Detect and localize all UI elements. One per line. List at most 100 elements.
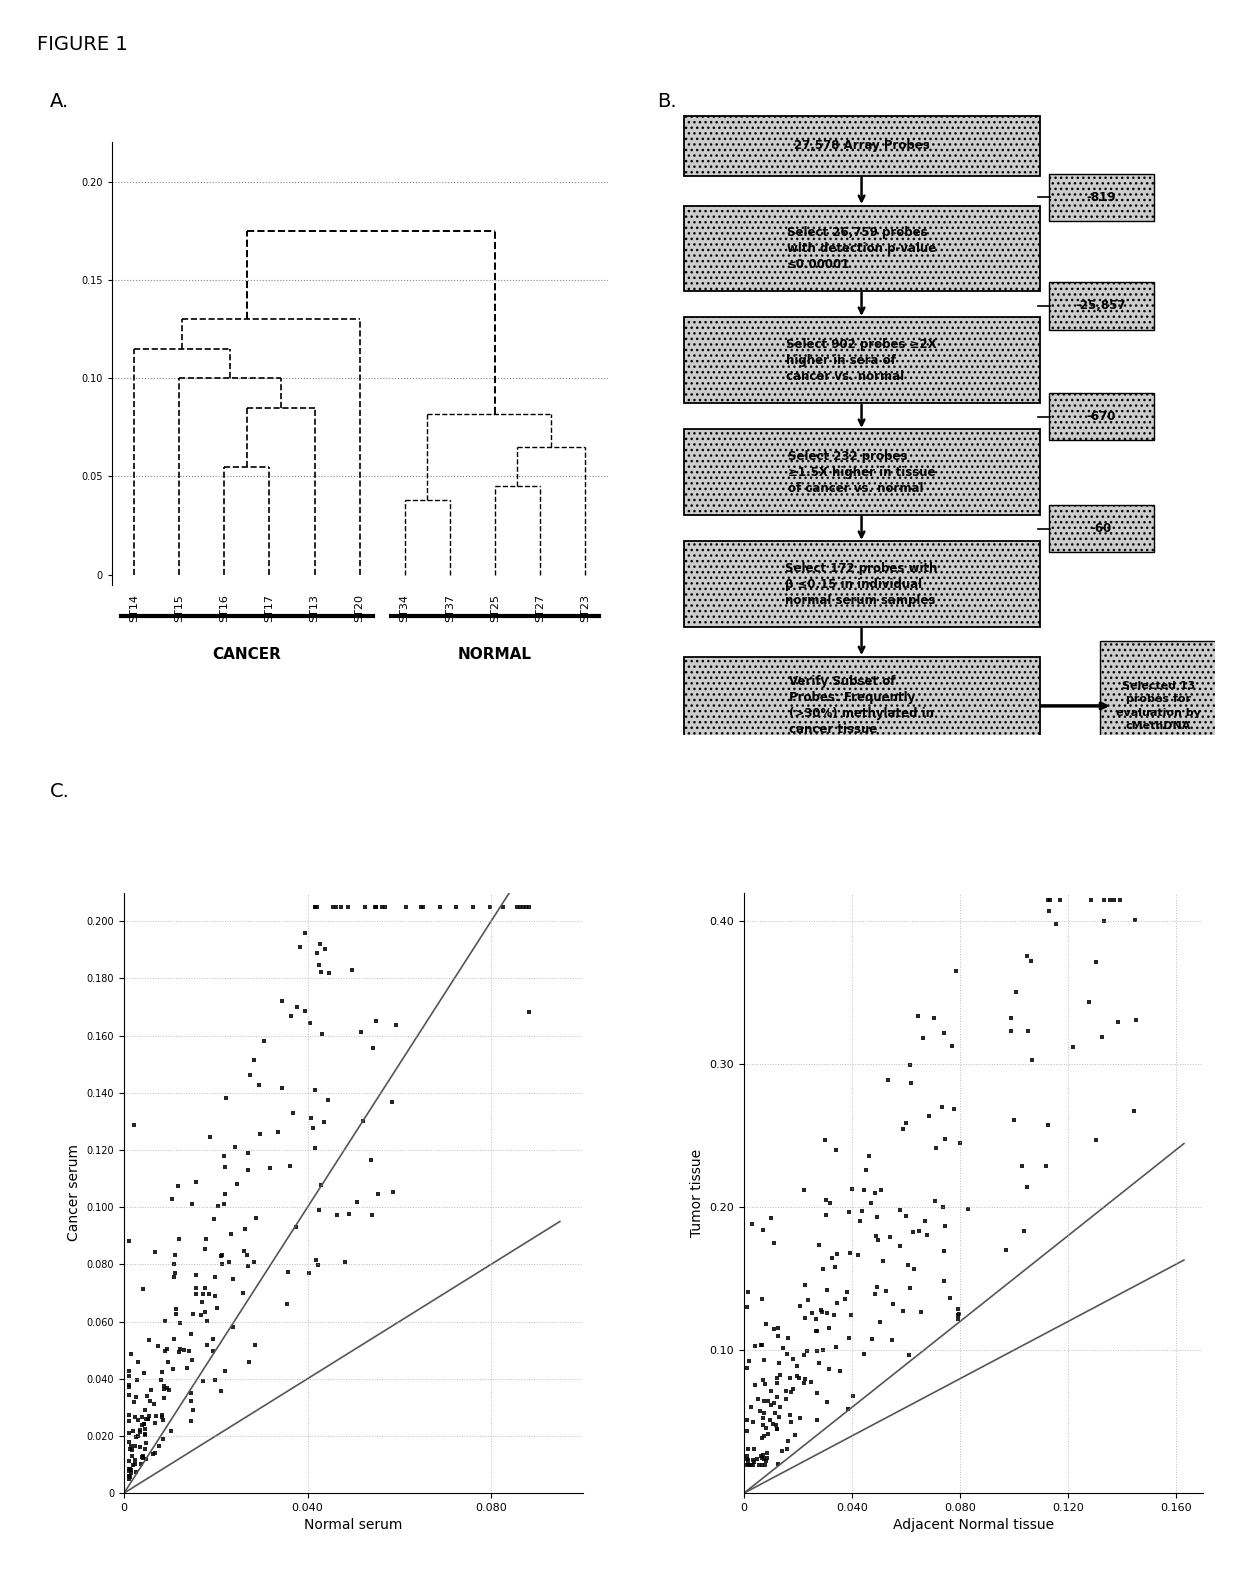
Point bbox=[216, 1182, 236, 1207]
Point bbox=[839, 1326, 859, 1351]
Point bbox=[790, 1405, 810, 1430]
Point bbox=[862, 1191, 882, 1217]
Point bbox=[254, 1029, 274, 1054]
Point bbox=[352, 1019, 372, 1044]
Point bbox=[751, 1332, 771, 1357]
Point bbox=[223, 1267, 243, 1292]
Point bbox=[246, 1332, 265, 1357]
Point bbox=[769, 1351, 789, 1376]
Point bbox=[181, 1389, 201, 1414]
Point bbox=[272, 1076, 291, 1101]
Point bbox=[130, 1419, 150, 1444]
Point bbox=[133, 1277, 153, 1302]
Point bbox=[880, 1224, 900, 1250]
Point bbox=[835, 1286, 854, 1311]
Point bbox=[754, 1400, 774, 1425]
Text: -819: -819 bbox=[1086, 191, 1116, 204]
Point bbox=[238, 1157, 258, 1182]
Point bbox=[765, 1231, 785, 1256]
Point bbox=[790, 1292, 810, 1318]
Point bbox=[352, 1109, 372, 1134]
Point bbox=[212, 1243, 232, 1269]
Point bbox=[181, 1408, 201, 1433]
Point bbox=[753, 1218, 773, 1243]
Point bbox=[925, 1188, 945, 1213]
Point bbox=[758, 1420, 777, 1446]
FancyBboxPatch shape bbox=[1100, 640, 1216, 771]
Point bbox=[1050, 888, 1070, 913]
Point bbox=[295, 920, 315, 945]
Point bbox=[811, 1297, 831, 1322]
Point bbox=[751, 1444, 771, 1469]
Point bbox=[797, 1338, 817, 1364]
Point bbox=[146, 1403, 166, 1428]
Point bbox=[740, 1395, 760, 1420]
Point bbox=[773, 1335, 792, 1360]
Point bbox=[745, 1334, 765, 1359]
Point bbox=[244, 1048, 264, 1073]
Point bbox=[737, 1408, 756, 1433]
Point bbox=[309, 1198, 329, 1223]
FancyBboxPatch shape bbox=[683, 542, 1039, 627]
Point bbox=[295, 999, 315, 1024]
Point bbox=[207, 1296, 227, 1321]
Point bbox=[781, 1379, 801, 1405]
Point bbox=[743, 1409, 763, 1435]
Point bbox=[135, 1397, 155, 1422]
Point bbox=[133, 1446, 153, 1471]
Point bbox=[1104, 888, 1123, 913]
Point bbox=[139, 1406, 159, 1431]
Point bbox=[233, 1280, 253, 1305]
Point bbox=[319, 961, 339, 986]
Point bbox=[750, 1398, 770, 1424]
Point bbox=[795, 1177, 815, 1202]
Point bbox=[763, 1411, 782, 1436]
Point bbox=[372, 894, 392, 920]
Point bbox=[125, 1433, 145, 1458]
Point bbox=[166, 1300, 186, 1326]
Point bbox=[765, 1400, 785, 1425]
Point bbox=[795, 1272, 815, 1297]
Text: CANCER: CANCER bbox=[212, 646, 281, 662]
Point bbox=[366, 894, 386, 920]
Point bbox=[780, 1403, 800, 1428]
Point bbox=[396, 894, 415, 920]
Point bbox=[119, 1463, 139, 1488]
Point bbox=[513, 894, 533, 920]
Text: Selected 13
probes for
evaluation by
cMethDNA: Selected 13 probes for evaluation by cMe… bbox=[1116, 681, 1200, 730]
Point bbox=[139, 1403, 159, 1428]
FancyBboxPatch shape bbox=[683, 430, 1039, 515]
Point bbox=[889, 1234, 909, 1259]
Point bbox=[996, 1237, 1016, 1262]
Point bbox=[755, 1389, 775, 1414]
Point bbox=[915, 1209, 935, 1234]
Point bbox=[306, 1248, 326, 1273]
Point bbox=[193, 1368, 213, 1394]
Point bbox=[776, 1379, 796, 1405]
Point bbox=[273, 989, 293, 1014]
Point bbox=[785, 1422, 805, 1447]
Point bbox=[882, 1327, 901, 1352]
Point bbox=[281, 1003, 301, 1029]
Point bbox=[761, 1379, 781, 1405]
Point bbox=[1022, 1048, 1042, 1073]
Point bbox=[305, 1078, 325, 1103]
Point bbox=[950, 1130, 970, 1155]
Point bbox=[200, 1123, 219, 1149]
Point bbox=[810, 1232, 830, 1258]
Point bbox=[198, 1281, 218, 1307]
Point bbox=[949, 1296, 968, 1321]
Point bbox=[518, 894, 538, 920]
Point bbox=[191, 1302, 211, 1327]
Point bbox=[753, 1413, 773, 1438]
Point bbox=[165, 1242, 185, 1267]
Point bbox=[221, 1221, 241, 1247]
Point bbox=[760, 1408, 780, 1433]
Point bbox=[280, 1153, 300, 1179]
Point bbox=[753, 1446, 773, 1471]
Point bbox=[946, 959, 966, 984]
Point bbox=[913, 1025, 932, 1051]
Point bbox=[768, 1322, 787, 1348]
Point bbox=[866, 1223, 885, 1248]
Point bbox=[413, 894, 433, 920]
